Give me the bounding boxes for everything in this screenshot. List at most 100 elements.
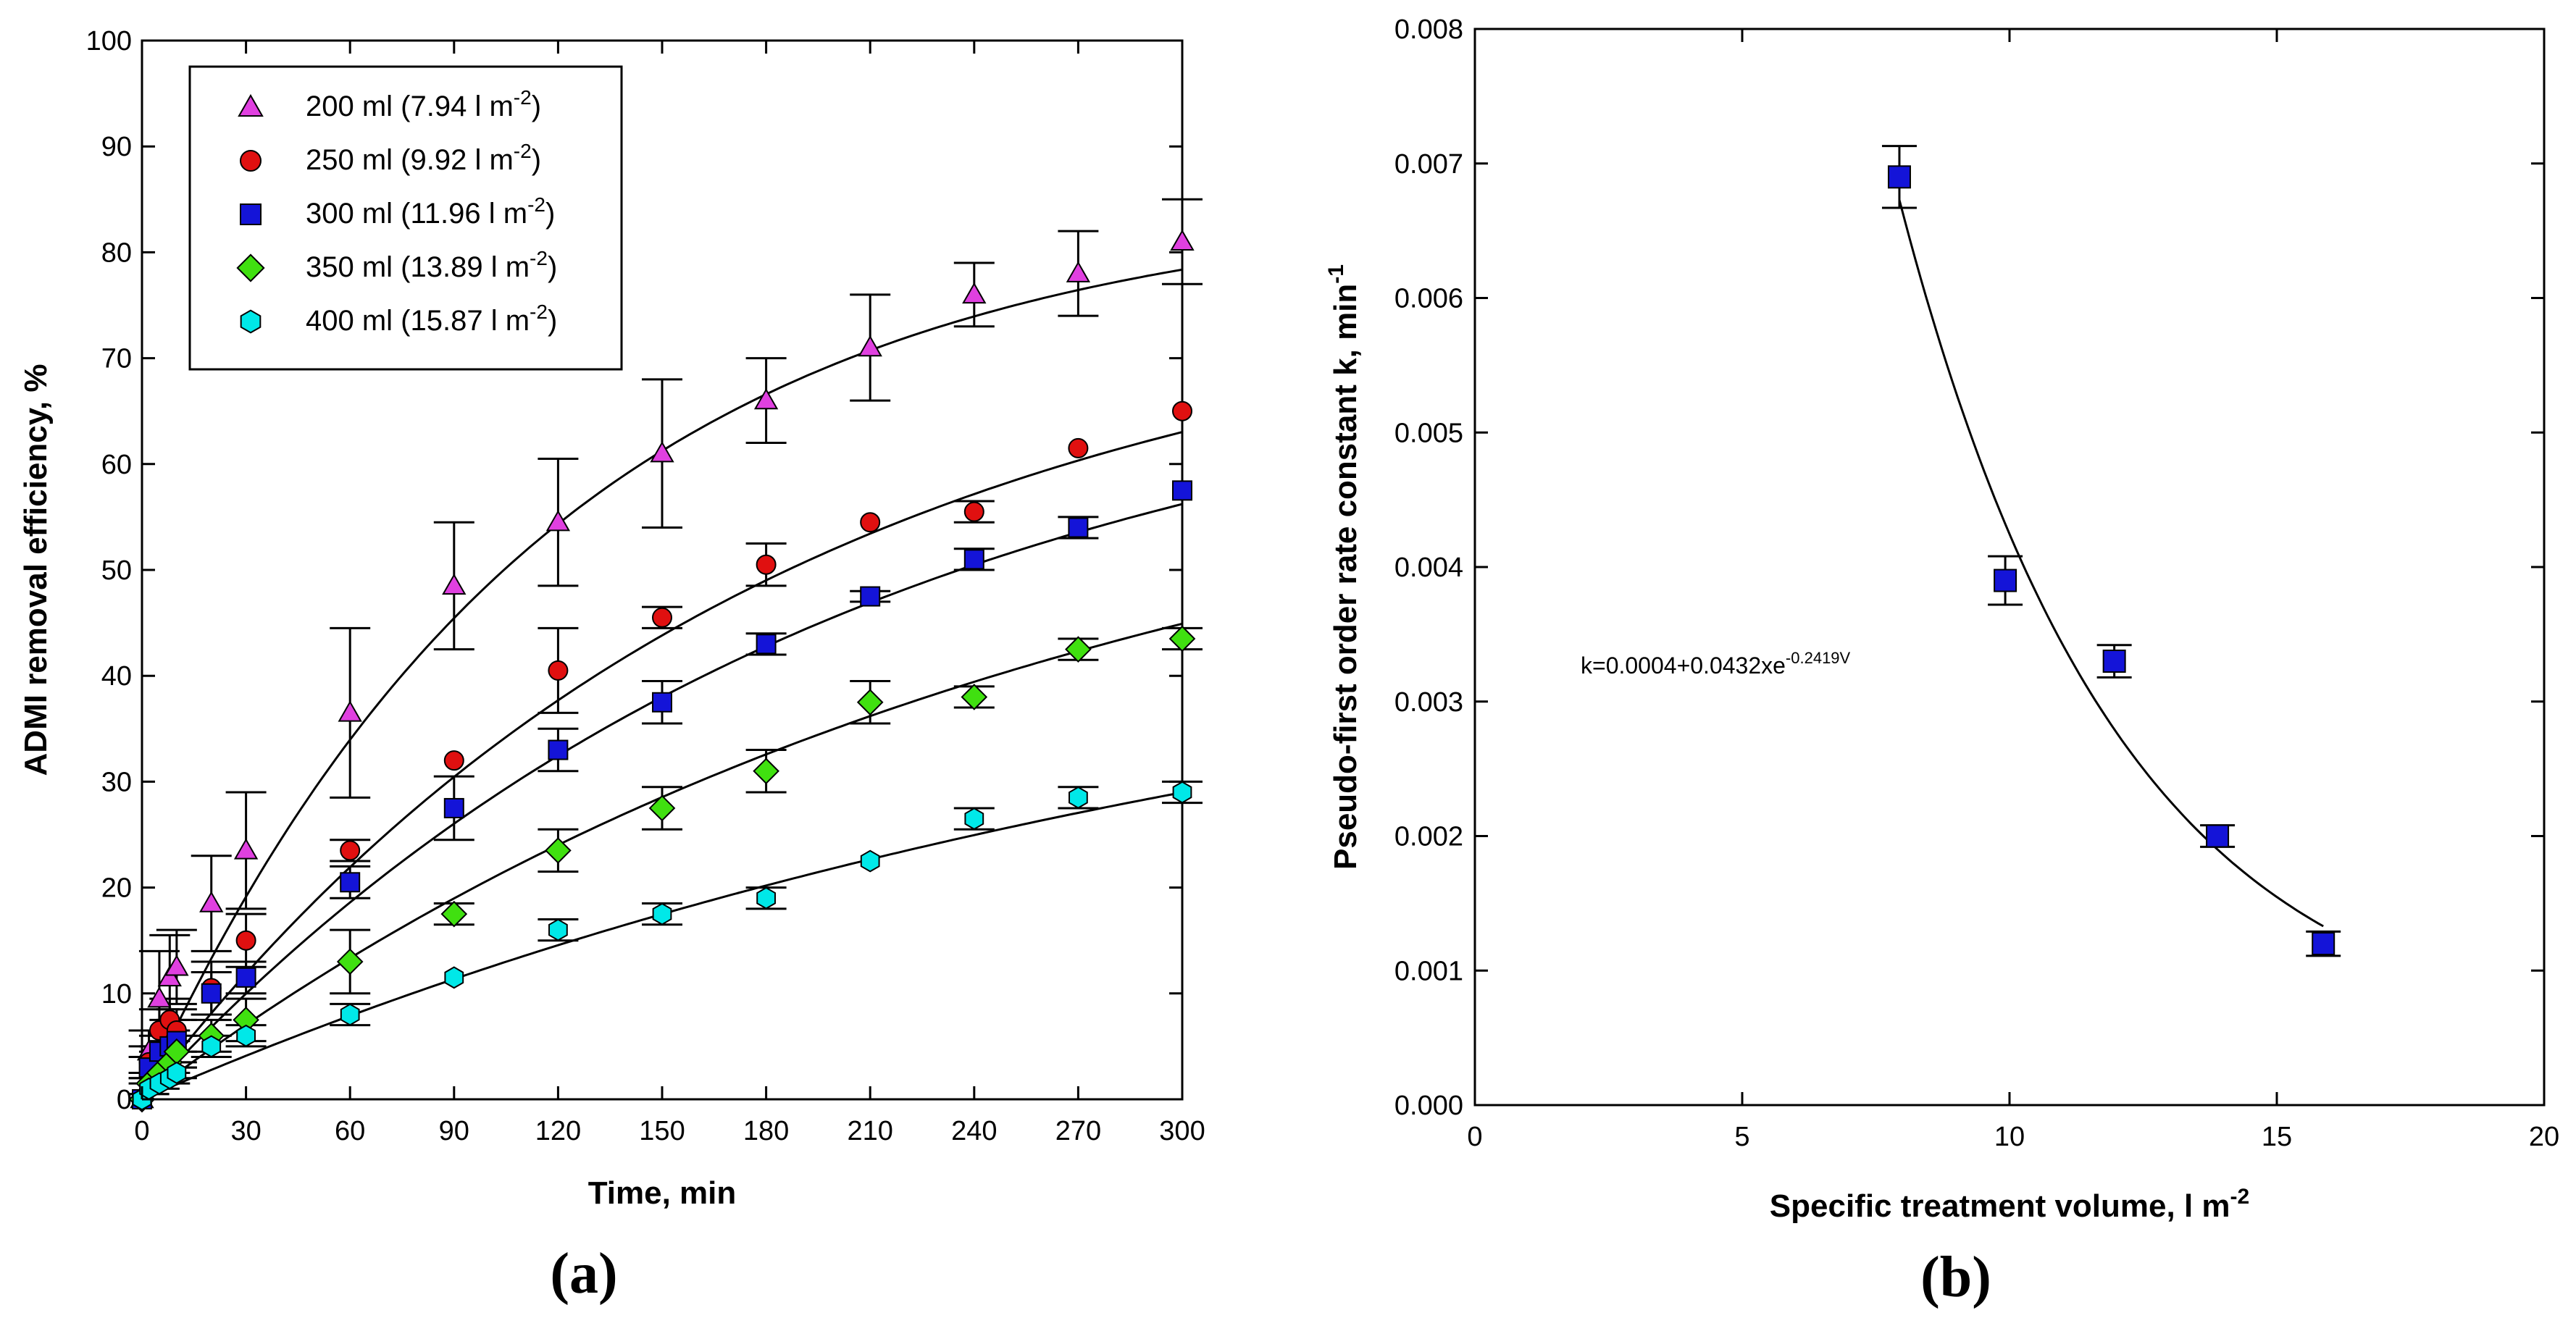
data-point-series-4 bbox=[648, 794, 676, 822]
panel-b-label: (b) bbox=[1920, 1246, 1991, 1309]
panel-a-data-points bbox=[128, 229, 1196, 1113]
data-point-series-2 bbox=[652, 607, 672, 628]
panel-a-axes: 0 30 60 90 120 150 180 210 240 270 300 0 10 20 30 40 50 6… bbox=[86, 26, 1205, 1146]
legend-label-series-1: 200 ml (7.94 l m-2) bbox=[306, 86, 541, 122]
x-tick-label: 0 bbox=[1467, 1122, 1482, 1152]
data-point-series-1 bbox=[164, 954, 189, 976]
data-point-series-3 bbox=[652, 692, 672, 713]
data-point-series-5 bbox=[340, 1003, 360, 1026]
y-axis-label-exponent: -1 bbox=[1324, 264, 1348, 284]
data-point-series-3 bbox=[235, 967, 256, 988]
x-tick-label: 30 bbox=[230, 1116, 261, 1146]
panel-b: 0 5 10 15 20 0.000 0.001 0.002 0.003 0.004 0.005 0.… bbox=[1324, 14, 2559, 1309]
y-tick-label: 0.008 bbox=[1394, 14, 1463, 45]
legend-label-series-5: 400 ml (15.87 l m-2) bbox=[306, 301, 557, 337]
y-axis-label-main: Pseudo-first order rate constant k, min bbox=[1328, 284, 1363, 870]
x-tick-label: 10 bbox=[1994, 1122, 2025, 1152]
x-tick-label: 300 bbox=[1159, 1116, 1205, 1146]
y-tick-label: 80 bbox=[101, 238, 132, 268]
data-point-series-1 bbox=[1066, 261, 1091, 282]
panel-a-x-axis-label: Time, min bbox=[588, 1175, 737, 1211]
data-point-series-3 bbox=[548, 739, 569, 760]
x-tick-label: 90 bbox=[439, 1116, 469, 1146]
data-point-series-5 bbox=[1069, 786, 1088, 809]
panel-a-label: (a) bbox=[550, 1242, 617, 1306]
data-point-series-3 bbox=[443, 797, 464, 818]
data-point bbox=[2206, 824, 2230, 848]
panel-b-plot-area bbox=[1473, 28, 2546, 1107]
panel-b-axes: 0 5 10 15 20 0.000 0.001 0.002 0.003 0.004 0.005 0.… bbox=[1394, 14, 2559, 1152]
panel-a: 0 30 60 90 120 150 180 210 240 270 300 0 10 20 30 40 50 6… bbox=[18, 26, 1205, 1306]
data-point-series-3 bbox=[1068, 517, 1089, 538]
y-tick-label: 10 bbox=[101, 979, 132, 1010]
legend-label-series-2: 250 ml (9.92 l m-2) bbox=[306, 140, 541, 176]
legend-box bbox=[188, 65, 623, 371]
plot-frame bbox=[1473, 28, 2546, 1107]
data-point-series-4 bbox=[545, 837, 572, 864]
data-point-series-1 bbox=[1170, 229, 1195, 251]
data-point-series-2 bbox=[443, 750, 464, 771]
panel-b-error-bars bbox=[1881, 145, 2341, 957]
x-tick-label: 240 bbox=[951, 1116, 997, 1146]
y-tick-label: 60 bbox=[101, 450, 132, 480]
x-tick-label: 120 bbox=[535, 1116, 581, 1146]
legend-marker-series-5 bbox=[240, 309, 262, 334]
data-point-series-4 bbox=[856, 689, 884, 716]
data-point-series-1 bbox=[338, 700, 362, 722]
data-point-series-5 bbox=[652, 902, 672, 925]
panel-a-legend: 200 ml (7.94 l m-2) 250 ml (9.92 l m-2) 30… bbox=[188, 65, 623, 371]
x-tick-label: 15 bbox=[2262, 1122, 2292, 1152]
y-tick-label: 50 bbox=[101, 555, 132, 586]
x-tick-label: 150 bbox=[639, 1116, 685, 1146]
data-point-series-1 bbox=[753, 388, 779, 410]
data-point-series-1 bbox=[858, 335, 882, 357]
x-tick-label: 180 bbox=[743, 1116, 789, 1146]
data-point-series-4 bbox=[1065, 636, 1092, 663]
data-point-series-3 bbox=[963, 549, 984, 570]
data-point-series-2 bbox=[548, 660, 569, 681]
data-point-series-1 bbox=[233, 838, 259, 860]
data-point-series-5 bbox=[236, 1024, 256, 1047]
panel-a-y-axis-label: ADMI removal efficiency, % bbox=[18, 364, 54, 776]
data-point-series-4 bbox=[961, 684, 988, 710]
x-tick-label: 20 bbox=[2529, 1122, 2559, 1152]
data-point-series-5 bbox=[548, 918, 568, 941]
data-point-series-4 bbox=[1168, 625, 1196, 652]
legend-marker-series-4 bbox=[236, 253, 265, 282]
x-axis-label-main: Specific treatment volume, l m bbox=[1770, 1188, 2230, 1224]
data-point-series-3 bbox=[860, 586, 881, 607]
y-tick-label: 0.004 bbox=[1394, 553, 1463, 583]
data-point-series-2 bbox=[340, 840, 361, 861]
data-point-series-3 bbox=[340, 872, 361, 893]
data-point bbox=[1994, 568, 2017, 592]
fit-curve bbox=[1898, 199, 2324, 928]
y-tick-label: 90 bbox=[101, 132, 132, 162]
y-tick-label: 20 bbox=[101, 873, 132, 904]
legend-label-series-4: 350 ml (13.89 l m-2) bbox=[306, 247, 557, 283]
data-point-series-2 bbox=[756, 554, 777, 575]
x-tick-label: 270 bbox=[1055, 1116, 1101, 1146]
x-tick-label: 210 bbox=[847, 1116, 892, 1146]
x-tick-label: 60 bbox=[335, 1116, 365, 1146]
data-point-series-3 bbox=[756, 634, 777, 655]
data-point-series-1 bbox=[147, 986, 172, 1008]
data-point-series-1 bbox=[442, 573, 467, 595]
fit-equation-main: k=0.0004+0.0432xe bbox=[1581, 652, 1786, 679]
panel-b-fit-curve bbox=[1898, 199, 2324, 928]
data-point-series-5 bbox=[167, 1061, 187, 1084]
data-point-series-4 bbox=[336, 948, 364, 975]
panel-b-x-axis-label: Specific treatment volume, l m-2 bbox=[1770, 1185, 2249, 1224]
data-point-series-1 bbox=[157, 965, 182, 987]
panel-b-fit-equation: k=0.0004+0.0432xe-0.2419V bbox=[1581, 649, 1851, 679]
data-point-series-5 bbox=[756, 886, 776, 910]
y-tick-label: 70 bbox=[101, 344, 132, 374]
fit-curve-series-2 bbox=[141, 431, 1183, 1100]
data-point-series-1 bbox=[650, 441, 674, 463]
data-point-series-4 bbox=[440, 900, 468, 928]
data-point-series-1 bbox=[962, 282, 987, 304]
panel-b-y-axis-label: Pseudo-first order rate constant k, min-… bbox=[1324, 264, 1363, 870]
y-tick-label: 40 bbox=[101, 661, 132, 692]
y-tick-label: 0 bbox=[117, 1085, 132, 1115]
data-point-series-3 bbox=[1172, 480, 1192, 501]
data-point-series-5 bbox=[444, 966, 464, 989]
